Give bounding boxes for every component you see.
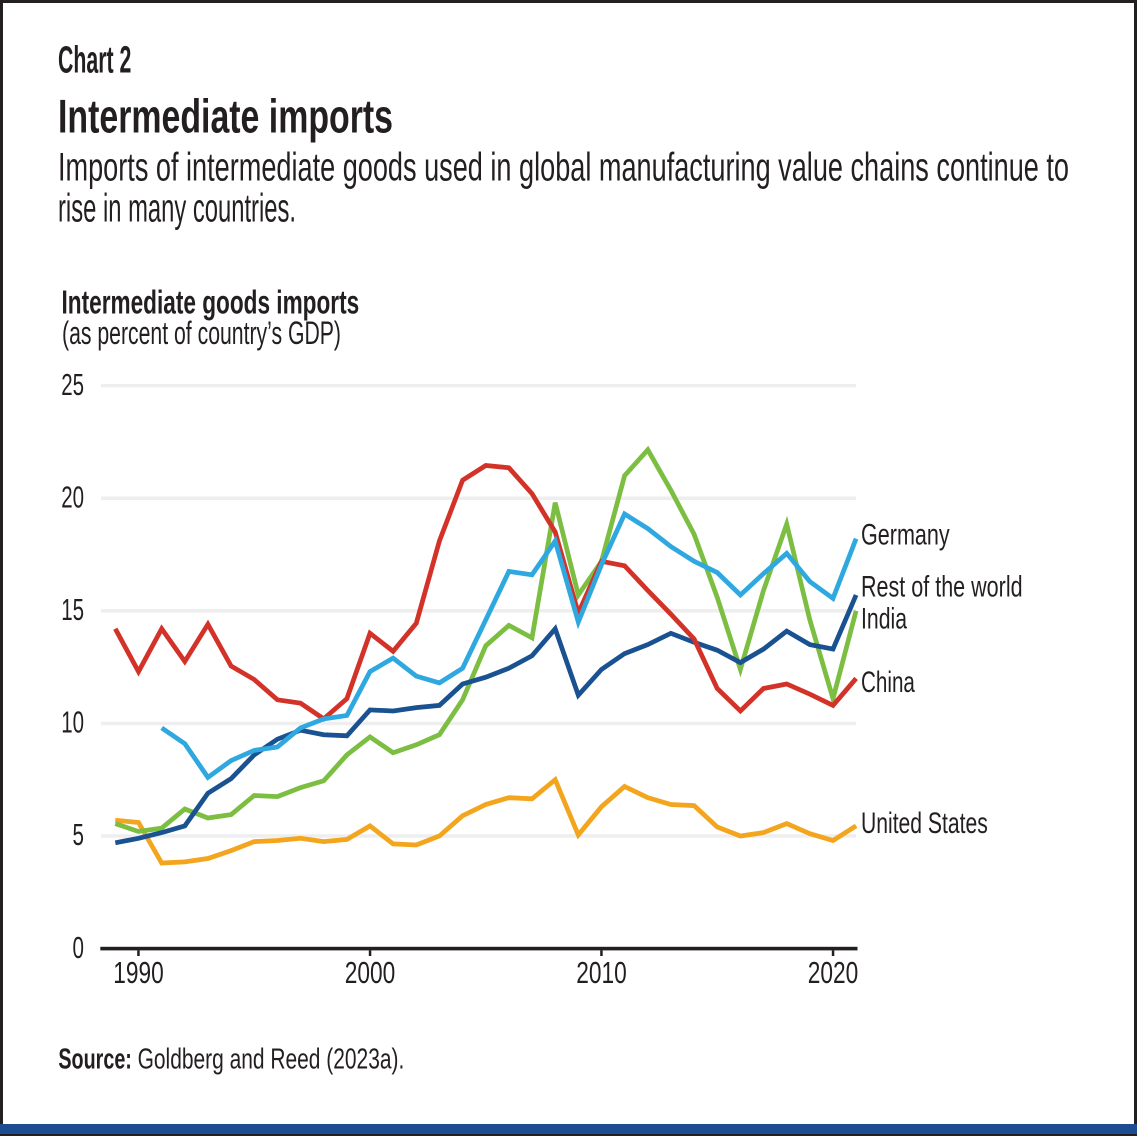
svg-text:1990: 1990 bbox=[113, 956, 164, 990]
svg-text:United States: United States bbox=[861, 807, 988, 840]
svg-text:India: India bbox=[861, 602, 907, 635]
svg-text:Germany: Germany bbox=[861, 518, 950, 551]
svg-text:2000: 2000 bbox=[345, 956, 396, 990]
svg-text:(as percent of country’s GDP): (as percent of country’s GDP) bbox=[62, 315, 341, 351]
svg-text:10: 10 bbox=[61, 706, 84, 740]
svg-text:Source:: Source: bbox=[58, 1044, 131, 1076]
svg-text:Chart 2: Chart 2 bbox=[58, 39, 131, 81]
svg-text:Intermediate goods imports: Intermediate goods imports bbox=[62, 284, 360, 321]
svg-text:Intermediate imports: Intermediate imports bbox=[58, 90, 393, 143]
svg-text:China: China bbox=[861, 666, 915, 699]
svg-text:15: 15 bbox=[61, 593, 84, 627]
svg-text:0: 0 bbox=[73, 930, 84, 965]
svg-text:Imports of intermediate goods: Imports of intermediate goods used in gl… bbox=[58, 146, 1069, 190]
svg-text:2010: 2010 bbox=[576, 956, 627, 990]
svg-text:rise in many countries.: rise in many countries. bbox=[58, 187, 296, 231]
svg-text:Goldberg and Reed (2023a).: Goldberg and Reed (2023a). bbox=[138, 1044, 405, 1076]
svg-text:Rest of the world: Rest of the world bbox=[861, 571, 1023, 604]
svg-text:20: 20 bbox=[61, 480, 84, 514]
svg-text:5: 5 bbox=[73, 817, 84, 852]
svg-text:25: 25 bbox=[61, 368, 84, 402]
svg-text:2020: 2020 bbox=[808, 956, 859, 990]
